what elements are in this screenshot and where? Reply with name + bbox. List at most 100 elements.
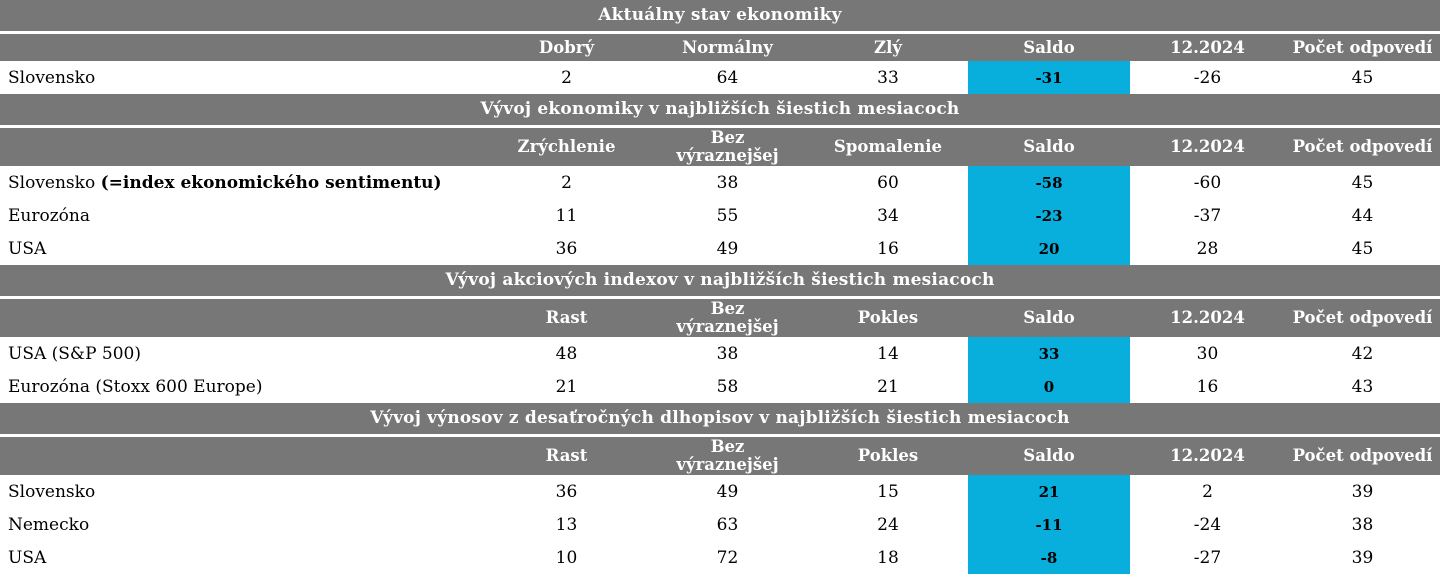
section-title: Aktuálny stav ekonomiky bbox=[0, 0, 1440, 31]
cell-value: 36 bbox=[555, 481, 578, 502]
column-header: Počet odpovedí bbox=[1292, 308, 1433, 327]
column-header: Bez výraznejšej bbox=[676, 299, 779, 336]
cell-value: 44 bbox=[1351, 205, 1374, 226]
cell-value: 45 bbox=[1351, 67, 1374, 88]
section-economy-outlook: Vývoj ekonomiky v najbližších šiestich m… bbox=[0, 94, 1440, 265]
cell-value: 72 bbox=[716, 547, 739, 568]
cell-value: 38 bbox=[716, 343, 739, 364]
cell-value: 34 bbox=[877, 205, 899, 226]
cell-value: -27 bbox=[1193, 547, 1222, 568]
column-header: Počet odpovedí bbox=[1292, 137, 1433, 156]
table-row: USA (S&P 500) 48 38 14 33 30 42 bbox=[0, 337, 1440, 370]
column-header-saldo: Saldo bbox=[1023, 446, 1075, 465]
cell-saldo-value: -23 bbox=[968, 199, 1130, 232]
cell-value: 55 bbox=[716, 205, 739, 226]
cell-value: 38 bbox=[716, 172, 739, 193]
column-header: Zlý bbox=[874, 37, 902, 57]
cell-value: 18 bbox=[877, 547, 899, 568]
cell-value: 14 bbox=[877, 343, 899, 364]
column-header: Dobrý bbox=[538, 37, 595, 57]
column-header-saldo: Saldo bbox=[1023, 37, 1075, 57]
table-row: USA 36 49 16 20 28 45 bbox=[0, 232, 1440, 265]
cell-value: 45 bbox=[1351, 172, 1374, 193]
cell-value: 28 bbox=[1196, 238, 1219, 259]
row-label: Slovensko bbox=[8, 481, 96, 502]
cell-value: -37 bbox=[1193, 205, 1222, 226]
cell-value: 30 bbox=[1196, 343, 1219, 364]
cell-value: 39 bbox=[1351, 547, 1374, 568]
section-bond-yields-outlook: Vývoj výnosov z desaťročných dlhopisov v… bbox=[0, 403, 1440, 574]
cell-value: -60 bbox=[1193, 172, 1222, 193]
column-header: 12.2024 bbox=[1170, 446, 1245, 465]
row-label: Eurozóna bbox=[8, 205, 90, 226]
section-title: Vývoj akciových indexov v najbližších ši… bbox=[0, 265, 1440, 296]
column-header: Zrýchlenie bbox=[517, 137, 616, 156]
column-header: 12.2024 bbox=[1170, 308, 1245, 327]
column-header-row: Rast Bez výraznejšej Pokles Saldo 12.202… bbox=[0, 437, 1440, 475]
cell-value: 49 bbox=[716, 238, 739, 259]
cell-value: 36 bbox=[555, 238, 578, 259]
cell-value: 33 bbox=[877, 67, 899, 88]
column-header-saldo: Saldo bbox=[1023, 137, 1075, 156]
cell-saldo-value: -58 bbox=[968, 166, 1130, 199]
cell-value: 24 bbox=[877, 514, 899, 535]
cell-saldo-value: 0 bbox=[968, 370, 1130, 403]
column-header-row: Zrýchlenie Bez výraznejšej Spomalenie Sa… bbox=[0, 128, 1440, 166]
cell-value: 15 bbox=[877, 481, 899, 502]
column-header: Bez výraznejšej bbox=[676, 128, 779, 165]
section-equity-indices-outlook: Vývoj akciových indexov v najbližších ši… bbox=[0, 265, 1440, 403]
cell-value: 45 bbox=[1351, 238, 1374, 259]
column-header-saldo: Saldo bbox=[1023, 308, 1075, 327]
cell-value: 42 bbox=[1351, 343, 1374, 364]
column-header-row: Rast Bez výraznejšej Pokles Saldo 12.202… bbox=[0, 299, 1440, 337]
column-header: 12.2024 bbox=[1170, 37, 1245, 57]
cell-value: 48 bbox=[555, 343, 578, 364]
table-row: Slovensko 36 49 15 21 2 39 bbox=[0, 475, 1440, 508]
section-title: Vývoj výnosov z desaťročných dlhopisov v… bbox=[0, 403, 1440, 434]
cell-value: 16 bbox=[1196, 376, 1219, 397]
cell-saldo-value: -8 bbox=[968, 541, 1130, 574]
cell-saldo-value: 33 bbox=[968, 337, 1130, 370]
cell-value: 64 bbox=[716, 67, 739, 88]
cell-value: 21 bbox=[877, 376, 899, 397]
cell-saldo-value: -31 bbox=[968, 61, 1130, 94]
table-row: USA 10 72 18 -8 -27 39 bbox=[0, 541, 1440, 574]
row-label: USA (S&P 500) bbox=[8, 343, 141, 364]
row-label: USA bbox=[8, 547, 47, 568]
cell-value: 11 bbox=[555, 205, 578, 226]
cell-value: 38 bbox=[1351, 514, 1374, 535]
column-header-row: Dobrý Normálny Zlý Saldo 12.2024 Počet o… bbox=[0, 34, 1440, 61]
column-header: Normálny bbox=[682, 37, 773, 57]
row-label: Nemecko bbox=[8, 514, 90, 535]
row-label: USA bbox=[8, 238, 47, 259]
row-label: Slovensko (=index ekonomického sentiment… bbox=[8, 172, 442, 193]
table-row: Eurozóna (Stoxx 600 Europe) 21 58 21 0 1… bbox=[0, 370, 1440, 403]
cell-value: 2 bbox=[561, 67, 572, 88]
column-header: Spomalenie bbox=[833, 137, 943, 156]
row-label: Eurozóna (Stoxx 600 Europe) bbox=[8, 376, 263, 397]
section-title: Vývoj ekonomiky v najbližších šiestich m… bbox=[0, 94, 1440, 125]
row-label: Slovensko bbox=[8, 67, 96, 88]
cell-value: -26 bbox=[1193, 67, 1222, 88]
cell-value: 63 bbox=[716, 514, 739, 535]
cell-value: -24 bbox=[1193, 514, 1222, 535]
column-header: Bez výraznejšej bbox=[676, 437, 779, 474]
section-current-economy: Aktuálny stav ekonomiky Dobrý Normálny Z… bbox=[0, 0, 1440, 94]
cell-value: 58 bbox=[716, 376, 739, 397]
column-header: 12.2024 bbox=[1170, 137, 1245, 156]
cell-saldo-value: -11 bbox=[968, 508, 1130, 541]
cell-value: 49 bbox=[716, 481, 739, 502]
column-header: Rast bbox=[545, 446, 588, 465]
table-row: Slovensko (=index ekonomického sentiment… bbox=[0, 166, 1440, 199]
table-row: Slovensko 2 64 33 -31 -26 45 bbox=[0, 61, 1440, 94]
cell-value: 39 bbox=[1351, 481, 1374, 502]
column-header: Pokles bbox=[857, 446, 919, 465]
cell-value: 43 bbox=[1351, 376, 1374, 397]
column-header: Počet odpovedí bbox=[1292, 446, 1433, 465]
column-header: Počet odpovedí bbox=[1292, 37, 1433, 57]
cell-value: 16 bbox=[877, 238, 899, 259]
cell-value: 2 bbox=[561, 172, 572, 193]
table-row: Eurozóna 11 55 34 -23 -37 44 bbox=[0, 199, 1440, 232]
cell-value: 2 bbox=[1202, 481, 1213, 502]
